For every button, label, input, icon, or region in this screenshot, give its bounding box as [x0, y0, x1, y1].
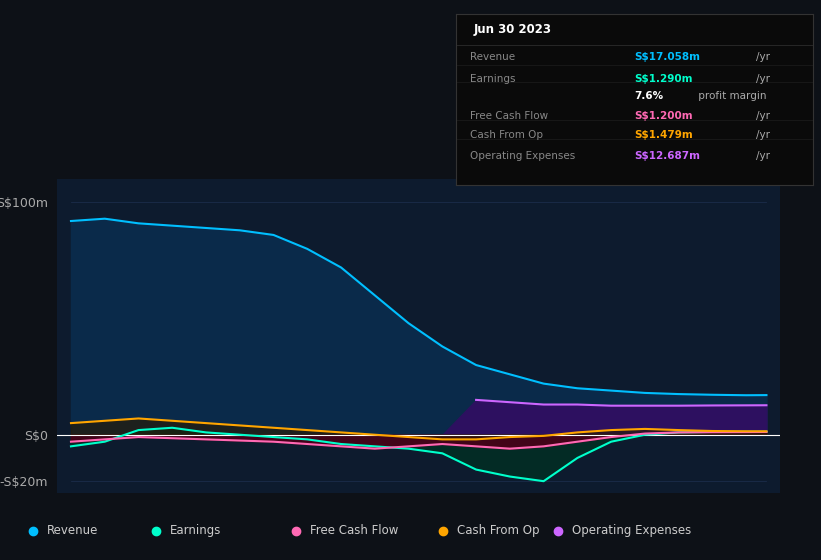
Text: Operating Expenses: Operating Expenses: [470, 151, 576, 161]
Text: Revenue: Revenue: [47, 524, 99, 538]
Text: Earnings: Earnings: [170, 524, 222, 538]
Text: Jun 30 2023: Jun 30 2023: [474, 22, 552, 35]
Text: Cash From Op: Cash From Op: [470, 130, 543, 140]
Text: /yr: /yr: [755, 52, 769, 62]
Text: Cash From Op: Cash From Op: [457, 524, 539, 538]
Text: S$1.479m: S$1.479m: [635, 130, 693, 140]
Text: Revenue: Revenue: [470, 52, 515, 62]
Text: Free Cash Flow: Free Cash Flow: [470, 111, 548, 122]
Text: Earnings: Earnings: [470, 74, 516, 84]
Text: /yr: /yr: [755, 111, 769, 122]
Text: /yr: /yr: [755, 130, 769, 140]
Text: S$1.290m: S$1.290m: [635, 74, 693, 84]
Text: S$1.200m: S$1.200m: [635, 111, 693, 122]
Text: /yr: /yr: [755, 151, 769, 161]
Text: profit margin: profit margin: [695, 91, 767, 101]
Text: Free Cash Flow: Free Cash Flow: [310, 524, 398, 538]
Text: /yr: /yr: [755, 74, 769, 84]
Text: 7.6%: 7.6%: [635, 91, 663, 101]
Text: S$17.058m: S$17.058m: [635, 52, 700, 62]
Text: Operating Expenses: Operating Expenses: [572, 524, 691, 538]
Text: S$12.687m: S$12.687m: [635, 151, 700, 161]
